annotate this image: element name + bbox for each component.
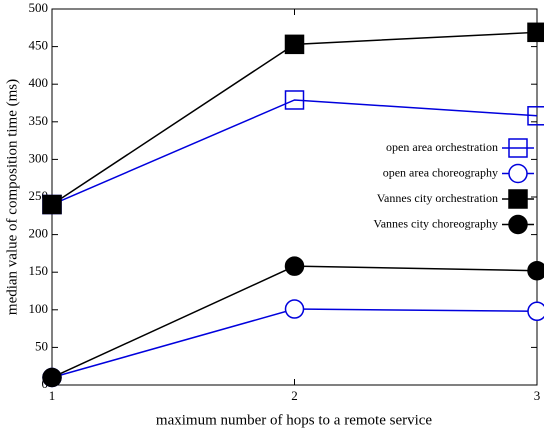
series-line xyxy=(51,308,538,379)
y-tick-label: 150 xyxy=(29,263,49,278)
legend-label: open area choreography xyxy=(383,165,498,179)
data-point xyxy=(284,90,305,110)
y-tick-label: 450 xyxy=(29,38,49,53)
x-axis-title: maximum number of hops to a remote servi… xyxy=(156,412,433,428)
data-point xyxy=(527,301,544,322)
x-tick-label: 3 xyxy=(534,388,541,403)
data-point xyxy=(527,260,544,281)
y-tick-label: 500 xyxy=(29,0,49,15)
data-point xyxy=(284,299,305,319)
legend-marker xyxy=(508,163,528,184)
data-point xyxy=(527,106,544,126)
y-tick-label: 200 xyxy=(29,226,49,241)
series-line xyxy=(51,265,538,379)
legend-label: Vannes city orchestration xyxy=(377,191,498,205)
series-line xyxy=(51,99,538,206)
data-point xyxy=(527,22,544,43)
data-point xyxy=(42,367,62,388)
x-tick-label: 2 xyxy=(291,388,298,403)
data-point xyxy=(284,34,305,55)
x-tick-label: 1 xyxy=(49,388,56,403)
y-axis-title: median value of composition time (ms) xyxy=(4,79,20,315)
legend-marker xyxy=(508,138,528,158)
y-tick-label: 400 xyxy=(29,75,49,90)
y-tick-label: 350 xyxy=(29,113,49,128)
data-point xyxy=(284,256,305,276)
legend-marker xyxy=(508,214,528,235)
legend-marker xyxy=(508,189,528,209)
y-tick-label: 100 xyxy=(29,301,49,316)
y-tick-label: 300 xyxy=(29,150,49,165)
data-point xyxy=(42,194,62,215)
legend-label: open area orchestration xyxy=(386,140,498,154)
y-tick-label: 50 xyxy=(35,338,48,353)
legend-label: Vannes city choreography xyxy=(373,216,498,230)
